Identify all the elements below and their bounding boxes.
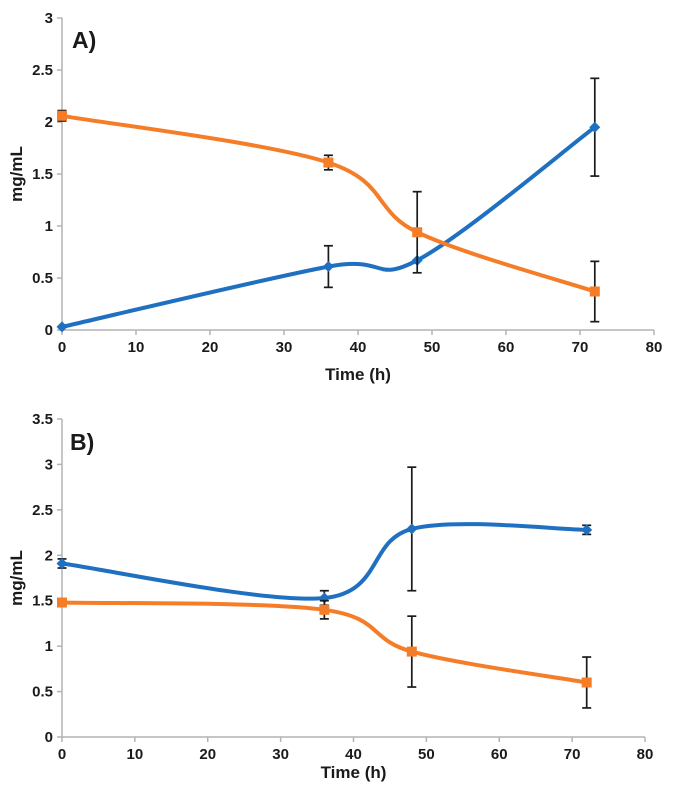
x-tick-label: 80 xyxy=(646,339,663,356)
y-tick-label: 1.5 xyxy=(32,166,53,183)
series-blue-series xyxy=(56,77,601,333)
data-point-marker-square xyxy=(406,646,417,657)
data-point-marker-diamond xyxy=(318,592,330,604)
data-point-marker-diamond xyxy=(56,557,68,569)
data-point-marker-diamond xyxy=(56,321,68,333)
chart-panel-a: 0 0.5 1 1.5 2 2.5 3 0 10 20 30 40 50 60 70 80 mg/mL Time … xyxy=(0,0,675,395)
y-tick-label: 0 xyxy=(45,322,53,339)
y-axis-title: mg/mL xyxy=(7,550,26,606)
data-point-marker-square xyxy=(57,110,67,121)
y-tick-label: 1 xyxy=(45,638,53,655)
x-tick-label: 70 xyxy=(572,339,589,356)
x-tick-label: 10 xyxy=(127,746,144,763)
series-orange-series xyxy=(57,597,592,709)
chart-panel-b: 0 0.5 1 1.5 2 2.5 3 3.5 0 10 20 30 40 50 60 70 80 mg/mL Ti… xyxy=(0,395,675,800)
data-point-marker-square xyxy=(319,604,330,615)
y-tick-label: 2.5 xyxy=(32,502,53,519)
series-line-blue-series xyxy=(60,522,589,601)
panel-label: B) xyxy=(70,429,94,455)
x-tick-label: 10 xyxy=(128,339,145,356)
data-point-marker-diamond xyxy=(589,121,601,133)
y-tick-label: 3.5 xyxy=(32,411,53,428)
y-tick-label: 0.5 xyxy=(32,270,53,287)
series-orange-series xyxy=(57,109,600,323)
y-tick-label: 2 xyxy=(45,114,53,131)
data-point-marker-diamond xyxy=(322,261,334,273)
x-tick-label: 20 xyxy=(202,339,219,356)
x-tick-label: 50 xyxy=(418,746,435,763)
x-tick-label: 80 xyxy=(637,746,654,763)
x-tick-label: 60 xyxy=(491,746,508,763)
x-tick-label: 30 xyxy=(276,339,293,356)
x-tick-label: 60 xyxy=(498,339,515,356)
y-tick-label: 3 xyxy=(45,10,53,27)
x-tick-label: 70 xyxy=(564,746,581,763)
chart-canvas-b: 0 0.5 1 1.5 2 2.5 3 3.5 0 10 20 30 40 50 60 70 80 mg/mL Ti… xyxy=(7,411,654,782)
y-tick-label: 0.5 xyxy=(32,684,53,701)
data-point-marker-square xyxy=(57,597,67,608)
series-line-orange-series xyxy=(60,113,597,294)
x-tick-label: 0 xyxy=(58,746,66,763)
data-point-marker-square xyxy=(581,677,592,688)
x-tick-label: 50 xyxy=(424,339,441,356)
data-point-marker-diamond xyxy=(406,523,418,535)
x-tick-label: 0 xyxy=(58,339,66,356)
series-line-blue-series xyxy=(60,125,597,329)
x-axis-title: Time (h) xyxy=(325,365,391,384)
x-tick-label: 40 xyxy=(345,746,362,763)
y-axis-title: mg/mL xyxy=(7,146,26,202)
panel-label: A) xyxy=(72,27,96,53)
y-tick-label: 2.5 xyxy=(32,62,53,79)
data-point-marker-square xyxy=(589,286,600,297)
x-tick-label: 20 xyxy=(199,746,216,763)
x-tick-label: 40 xyxy=(350,339,367,356)
y-tick-label: 3 xyxy=(45,456,53,473)
series-line-orange-series xyxy=(60,600,589,685)
chart-canvas-a: 00.511.522.530 10 20 30 40 50 60 70 80mg/mLTime … xyxy=(7,10,663,384)
data-point-marker-square xyxy=(412,227,423,238)
x-tick-label: 30 xyxy=(272,746,289,763)
data-point-marker-diamond xyxy=(581,524,593,536)
y-tick-label: 2 xyxy=(45,547,53,564)
y-tick-label: 0 xyxy=(45,729,53,746)
y-tick-label: 1.5 xyxy=(32,593,53,610)
series-blue-series xyxy=(56,466,593,607)
data-point-marker-square xyxy=(323,157,334,168)
y-tick-label: 1 xyxy=(45,218,53,235)
x-axis-title: Time (h) xyxy=(321,763,387,782)
